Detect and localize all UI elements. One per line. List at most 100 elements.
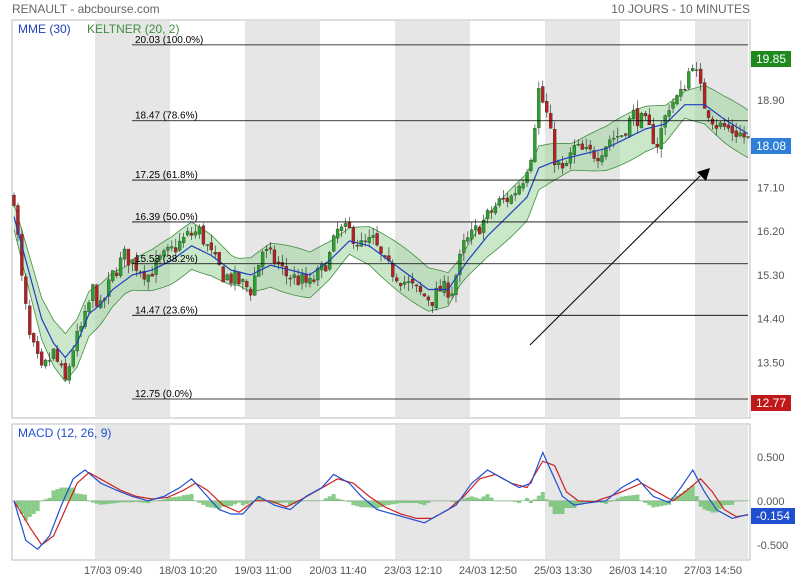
macd-hist-bar [710,500,715,513]
candle-body [268,247,273,250]
candle-body [446,282,450,298]
macd-hist-bar [473,497,478,501]
macd-value-badge: -0.154 [751,508,795,524]
low-price-badge: 12.77 [751,395,791,411]
macd-hist-bar [505,500,510,502]
macd-hist-bar [371,500,376,509]
candle-body [458,253,462,275]
macd-hist-bar [406,500,411,503]
macd-hist-bar [27,500,32,517]
candle-body [525,172,529,184]
price-session-band [545,21,620,417]
candle-body [734,130,738,137]
macd-hist-bar [698,500,703,507]
macd-hist-bar [296,500,301,503]
macd-hist-bar [225,500,230,507]
candle-body [51,348,56,359]
macd-hist-bar [47,497,52,501]
last-price-badge: 18.08 [751,138,791,154]
candle-body [16,205,20,235]
macd-hist-bar [619,496,624,501]
candle-body [442,280,446,293]
macd-hist-bar [189,494,194,501]
candle-body [197,226,202,235]
candle-body [245,281,249,288]
macd-hist-bar [398,500,403,503]
macd-tick-label: -0.500 [757,540,788,552]
candle-body [529,160,533,171]
macd-hist-bar [229,500,234,507]
macd-hist-bar [150,500,155,502]
macd-hist-bar [706,500,711,512]
chart-period: 10 JOURS - 10 MINUTES [611,2,750,16]
candle-body [545,101,549,113]
candle-body [698,68,703,84]
candle-body [493,206,498,214]
candle-body [635,108,640,127]
last-price-value: 18.08 [756,139,786,153]
macd-hist-bar [390,500,395,505]
macd-hist-bar [627,495,632,501]
macd-hist-bar [201,500,206,505]
candle-body [272,249,277,264]
fibonacci-levels: 20.03 (100.0%) 18.47 (78.6%) 17.25 (61.8%)… [132,35,748,400]
macd-hist-bar [446,500,451,502]
candle-body [324,265,328,272]
candle-body [588,144,592,150]
macd-hist-bar [635,494,640,501]
candle-body [434,287,438,309]
macd-hist-bar [161,499,166,501]
candle-body [466,237,470,242]
macd-hist-bar [734,500,739,502]
candle-body [339,226,344,231]
fib-label: 12.75 (0.0%) [135,389,192,400]
candle-body [185,231,190,236]
macd-tick-label: 0.500 [757,452,785,464]
macd-hist-bar [540,492,545,501]
macd-hist-bar [83,494,88,501]
macd-hist-bar [351,500,356,506]
macd-hist-bar [142,500,147,503]
x-tick-label: 20/03 11:40 [309,565,366,577]
candle-body [596,157,600,162]
candle-body [343,223,348,227]
macd-hist-bar [339,499,344,501]
candle-body [146,274,150,282]
macd-hist-bar [726,500,731,506]
macd-hist-bar [98,500,103,505]
candle-body [746,136,750,138]
candle-body [20,234,24,276]
macd-hist-bar [35,500,40,512]
macd-y-ticks: 0.500 0.000 -0.500 [757,452,788,552]
macd-hist-bar [284,500,289,503]
macd-hist-bar [655,500,660,507]
macd-hist-bar [730,500,735,505]
candle-body [150,273,154,277]
candle-body [225,274,229,281]
macd-hist-bar [651,500,656,508]
macd-hist-bar [288,500,293,506]
macd-hist-bar [232,500,237,505]
macd-hist-bar [659,500,664,507]
candle-body [564,163,569,167]
macd-hist-bar [248,500,253,503]
candle-body [505,197,509,203]
macd-hist-bar [94,500,99,504]
macd-hist-bar [236,500,241,503]
price-tick-label: 18.90 [757,95,785,107]
macd-histogram [12,485,750,521]
candle-body [659,128,663,150]
macd-hist-bar [592,500,597,502]
candle-body [122,248,127,260]
macd-hist-bar [280,500,285,503]
macd-hist-bar [146,500,151,504]
macd-hist-bar [130,500,135,503]
macd-hist-bar [382,500,387,506]
fib-label: 16.39 (50.0%) [135,212,198,223]
macd-hist-bar [718,500,723,509]
macd-hist-bar [509,500,514,502]
candle-body [63,363,67,380]
candle-body [616,135,620,138]
macd-hist-bar [51,490,56,501]
macd-hist-bar [240,500,245,506]
